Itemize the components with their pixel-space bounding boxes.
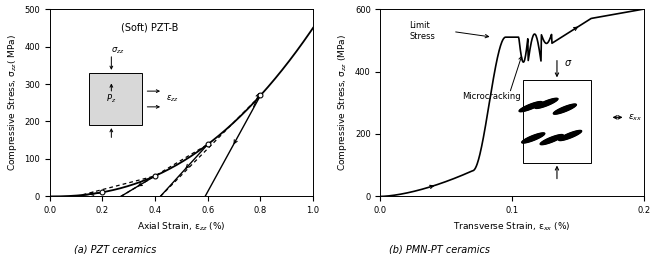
Text: $\sigma$: $\sigma$: [564, 58, 572, 68]
X-axis label: Axial Strain, ε$_{zz}$ (%): Axial Strain, ε$_{zz}$ (%): [137, 221, 226, 233]
Polygon shape: [519, 102, 542, 112]
Text: $\varepsilon_{xx}$: $\varepsilon_{xx}$: [628, 112, 642, 123]
Text: Microcracking: Microcracking: [462, 92, 521, 101]
Polygon shape: [559, 131, 582, 140]
Text: (a) PZT ceramics: (a) PZT ceramics: [73, 244, 156, 254]
Text: (b) PMN-PT ceramics: (b) PMN-PT ceramics: [389, 244, 490, 254]
Text: (Soft) PZT-B: (Soft) PZT-B: [121, 22, 178, 32]
FancyBboxPatch shape: [523, 80, 591, 163]
Polygon shape: [522, 133, 544, 143]
Text: $\varepsilon_{zz}$: $\varepsilon_{zz}$: [165, 94, 178, 104]
Polygon shape: [540, 135, 564, 145]
X-axis label: Transverse Strain, ε$_{xx}$ (%): Transverse Strain, ε$_{xx}$ (%): [453, 221, 571, 233]
Polygon shape: [554, 104, 577, 114]
Text: Limit
Stress: Limit Stress: [409, 21, 436, 41]
Text: $\sigma_{zz}$: $\sigma_{zz}$: [112, 46, 125, 56]
Polygon shape: [535, 98, 558, 108]
FancyBboxPatch shape: [89, 73, 142, 125]
Text: $P_z$: $P_z$: [106, 93, 117, 105]
Y-axis label: Compressive Stress, σ$_{zz}$ (MPa): Compressive Stress, σ$_{zz}$ (MPa): [337, 34, 350, 171]
Y-axis label: Compressive Stress, σ$_{zz}$( MPa): Compressive Stress, σ$_{zz}$( MPa): [5, 34, 18, 171]
